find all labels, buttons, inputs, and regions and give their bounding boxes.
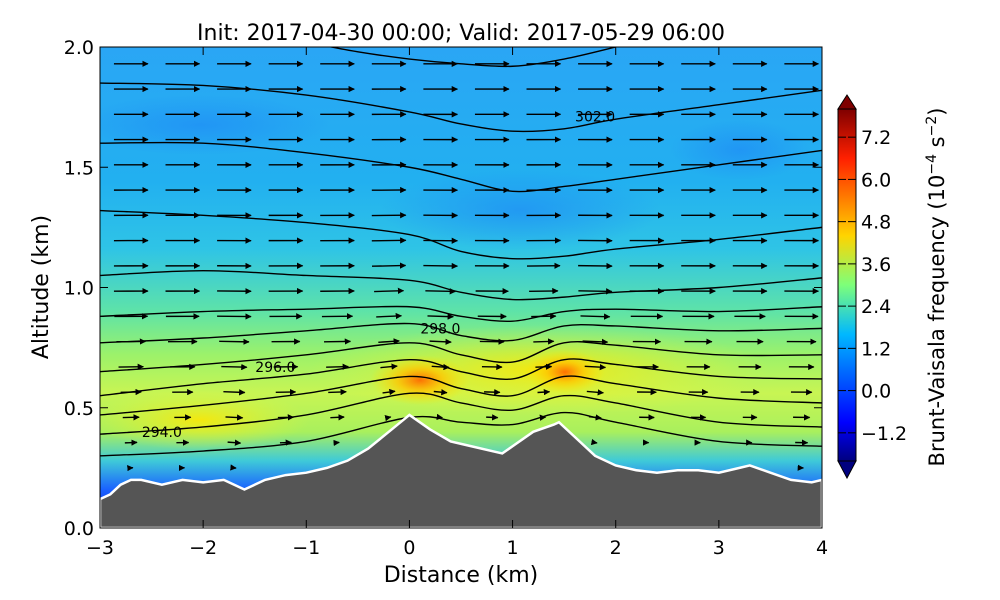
x-tick-label: −2 <box>189 537 217 559</box>
wind-vector <box>537 388 551 396</box>
colorbar-tick-label: 6.0 <box>861 169 891 191</box>
theta-contour-label: 296.0 <box>255 360 295 376</box>
wind-vector <box>219 338 250 345</box>
wind-vector <box>588 414 602 421</box>
colorbar-label: Brunt-Vaisala frequency (10−4 s−2) <box>924 108 949 467</box>
wind-vector <box>371 262 407 269</box>
colorbar-tick-label: 7.2 <box>861 127 891 149</box>
x-tick-label: 2 <box>610 537 622 559</box>
x-tick-label: 0 <box>403 537 415 559</box>
theta-contour-label: 302.0 <box>575 110 615 126</box>
colorbar-gradient <box>837 108 857 462</box>
wind-vector <box>590 438 598 446</box>
wind-vector <box>433 389 448 396</box>
wind-vector <box>584 363 607 371</box>
x-axis-label: Distance (km) <box>384 563 539 588</box>
plot-area: 294.0 296.0 298.0 302.0 <box>100 47 822 528</box>
theta-contour-line <box>100 82 822 133</box>
theta-contour-line <box>100 341 822 373</box>
colorbar-extend-max <box>837 94 857 110</box>
theta-contour-line <box>100 322 822 344</box>
theta-contour-label: 294.0 <box>142 425 182 441</box>
colorbar-tick-label: 0.0 <box>861 381 891 403</box>
colorbar-extend-min <box>837 460 857 480</box>
wind-vector <box>382 388 396 396</box>
x-tick-label: 4 <box>816 537 828 559</box>
theta-contour-line <box>327 47 616 68</box>
x-tick-label: −3 <box>86 537 114 559</box>
theta-contour-line <box>100 375 822 416</box>
theta-contour-label: 298.0 <box>420 321 460 337</box>
theta-contours <box>100 47 822 457</box>
bv-field-blob <box>100 95 330 155</box>
theta-contour-line <box>100 209 822 260</box>
wind-vector <box>431 363 450 371</box>
y-tick-label: 0.0 <box>64 518 94 540</box>
colorbar-label-exp2: −2 <box>924 116 940 137</box>
colorbar-label-end: ) <box>925 108 949 116</box>
colorbar-tick-label: 2.4 <box>861 296 891 318</box>
colorbar-label-text: Brunt-Vaisala frequency (10 <box>925 175 949 467</box>
wind-vector <box>225 414 244 421</box>
y-axis: 0.0 0.5 1.0 1.5 2.0 <box>64 37 822 540</box>
bv-field-blob <box>670 120 810 180</box>
y-axis-label: Altitude (km) <box>29 215 54 359</box>
wind-vector <box>425 288 456 295</box>
contour-labels: 294.0 296.0 298.0 302.0 <box>142 110 615 441</box>
chart-title: Init: 2017-04-30 00:00; Valid: 2017-05-2… <box>197 21 725 46</box>
wind-vector <box>423 262 458 270</box>
wind-vector <box>427 313 454 320</box>
wind-vector <box>580 313 611 320</box>
theta-contour-line <box>100 269 822 301</box>
wind-vector <box>384 414 392 422</box>
colorbar-tick-label: −1.2 <box>861 423 907 445</box>
x-axis: −3 −2 −1 0 1 2 3 4 <box>86 47 828 559</box>
x-tick-label: 1 <box>507 537 519 559</box>
wind-vector <box>535 363 553 370</box>
wind-vector <box>223 389 246 396</box>
wind-vectors <box>113 60 820 472</box>
wind-vector <box>330 414 345 421</box>
wind-vector <box>586 389 604 396</box>
wind-vector <box>380 363 398 370</box>
theta-contour-line <box>100 305 822 322</box>
theta-contour-line <box>100 411 822 457</box>
bv-field-blob <box>100 390 310 450</box>
theta-contour-line <box>100 141 822 193</box>
colorbar-label-mid: s <box>925 136 949 154</box>
y-tick-label: 1.0 <box>64 278 94 300</box>
wind-vector <box>531 313 557 320</box>
x-tick-label: 3 <box>713 537 725 559</box>
y-tick-label: 0.5 <box>64 398 94 420</box>
terrain <box>100 413 822 528</box>
y-tick-label: 2.0 <box>64 37 94 59</box>
colorbar-label-exp1: −4 <box>924 154 940 175</box>
wind-vector <box>378 338 400 345</box>
colorbar-tick-label: 3.6 <box>861 254 891 276</box>
colorbar-tick-label: 4.8 <box>861 212 891 234</box>
colorbar-tick-label: 1.2 <box>861 338 891 360</box>
wind-vector <box>374 287 405 294</box>
wind-vector <box>582 338 609 346</box>
theta-contour-line <box>100 392 822 435</box>
wind-vector <box>221 363 248 371</box>
wind-vector <box>436 413 443 421</box>
wind-vector <box>429 338 452 345</box>
wind-vector <box>376 312 403 320</box>
wind-vector <box>326 363 349 370</box>
colorbar: −1.2 0.0 1.2 2.4 3.6 4.8 6.0 7.2 Brunt-Vaisala … <box>837 94 949 480</box>
x-tick-label: −1 <box>292 537 320 559</box>
wind-vector <box>578 288 613 295</box>
wind-vector <box>328 388 347 396</box>
wind-vector <box>227 439 242 446</box>
theta-contour-line <box>100 358 822 397</box>
y-tick-label: 1.5 <box>64 157 94 179</box>
wind-vector <box>371 237 407 244</box>
wind-vector <box>533 338 555 345</box>
